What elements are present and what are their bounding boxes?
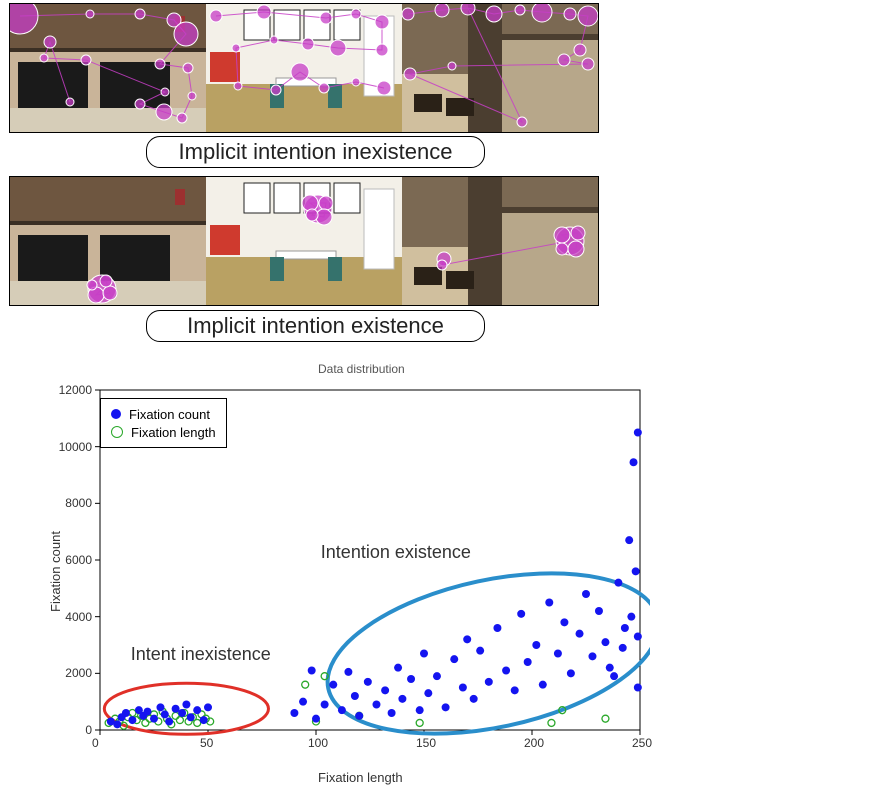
fixation-strip-inexistence — [9, 3, 599, 133]
scene-desk-office — [10, 177, 206, 305]
scene-cafe-store — [402, 177, 598, 305]
chart-annotation: Intention existence — [321, 542, 471, 563]
chart-annotation: Intent inexistence — [131, 644, 271, 665]
y-tick-label: 6000 — [65, 553, 92, 567]
fixation-strip-existence — [9, 176, 599, 306]
chart-title: Data distribution — [318, 362, 405, 376]
filled-marker-icon — [111, 409, 121, 419]
y-tick-label: 8000 — [65, 496, 92, 510]
legend-item: Fixation count — [111, 405, 216, 423]
y-tick-label: 0 — [85, 723, 92, 737]
y-tick-label: 12000 — [59, 383, 92, 397]
caption-existence: Implicit intention existence — [146, 310, 485, 342]
x-tick-label: 200 — [524, 736, 544, 750]
y-axis-label: Fixation count — [48, 531, 63, 612]
open-marker-icon — [111, 426, 123, 438]
caption-inexistence: Implicit intention inexistence — [146, 136, 485, 168]
legend-label: Fixation length — [131, 425, 216, 440]
x-axis-label: Fixation length — [318, 770, 403, 785]
legend-label: Fixation count — [129, 407, 210, 422]
legend-item: Fixation length — [111, 423, 216, 441]
scene-desk-office — [10, 4, 206, 132]
scene-kitchen — [206, 177, 402, 305]
y-tick-label: 10000 — [59, 440, 92, 454]
x-tick-label: 100 — [308, 736, 328, 750]
x-tick-label: 250 — [632, 736, 652, 750]
x-tick-label: 50 — [200, 736, 213, 750]
x-tick-label: 0 — [92, 736, 99, 750]
scene-cafe-store — [402, 4, 598, 132]
x-tick-label: 150 — [416, 736, 436, 750]
y-tick-label: 4000 — [65, 610, 92, 624]
y-tick-label: 2000 — [65, 666, 92, 680]
scene-kitchen — [206, 4, 402, 132]
chart-legend: Fixation count Fixation length — [100, 398, 227, 448]
